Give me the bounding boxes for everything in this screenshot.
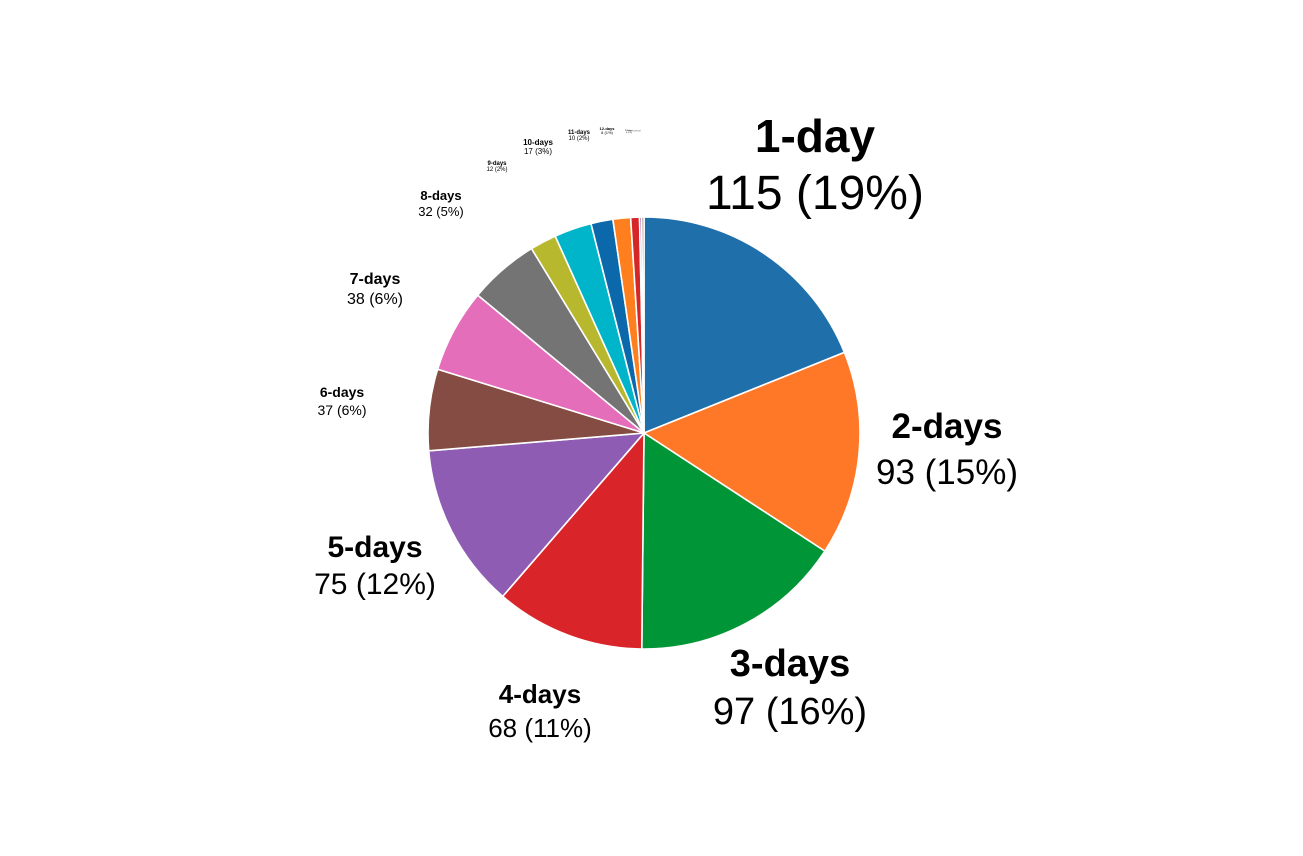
slice-value-7-days: 38 (6%) — [347, 291, 403, 308]
slice-value-3-days: 97 (16%) — [713, 691, 867, 733]
slice-value-1-day: 115 (19%) — [706, 167, 924, 220]
slice-value-10-days: 17 (3%) — [524, 147, 552, 156]
pie-slice-2-days — [643, 351, 861, 552]
slice-label-8-days: 8-days — [420, 188, 461, 203]
slice-label-9-days: 9-days — [487, 161, 507, 167]
slice-label-6-days: 6-days — [320, 384, 365, 400]
slice-value-12-days: 8 (1%) — [601, 130, 613, 135]
slice-label-7-days: 7-days — [350, 271, 401, 288]
slice-label-5-days: 5-days — [327, 531, 422, 564]
slice-value-6-days: 37 (6%) — [317, 402, 366, 418]
slice-value-11-days: 10 (2%) — [568, 136, 589, 142]
slice-value-14-days: 1 (0%) — [634, 131, 638, 133]
slice-label-1-day: 1-day — [755, 110, 876, 162]
pie-slice-1-day — [643, 216, 846, 434]
pie-slice-15-days — [640, 216, 645, 434]
slice-value-2-days: 93 (15%) — [876, 453, 1018, 492]
slice-label-4-days: 4-days — [499, 679, 581, 709]
slice-value-8-days: 32 (5%) — [418, 204, 464, 219]
pie-slices — [427, 216, 861, 650]
slice-value-4-days: 68 (11%) — [488, 713, 592, 743]
slice-label-2-days: 2-days — [892, 407, 1003, 446]
pie-slice-5-days — [427, 432, 645, 598]
slice-label-12-days: 12-days — [600, 126, 616, 131]
slice-label-13-days: 13-days — [625, 130, 633, 132]
slice-label-15-days: 15-days — [637, 130, 641, 132]
slice-label-14-days: 14-days — [633, 129, 637, 132]
slice-value-15-days: 1 (0%) — [638, 131, 642, 133]
slice-value-13-days: 4 (1%) — [626, 132, 632, 134]
slice-label-10-days: 10-days — [523, 138, 553, 147]
slice-label-3-days: 3-days — [730, 643, 850, 685]
pie-slice-3-days — [640, 432, 826, 650]
slice-value-5-days: 75 (12%) — [314, 568, 436, 601]
slice-value-9-days: 12 (2%) — [486, 167, 507, 173]
pie-slice-4-days — [501, 432, 645, 650]
slice-label-11-days: 11-days — [568, 130, 591, 136]
